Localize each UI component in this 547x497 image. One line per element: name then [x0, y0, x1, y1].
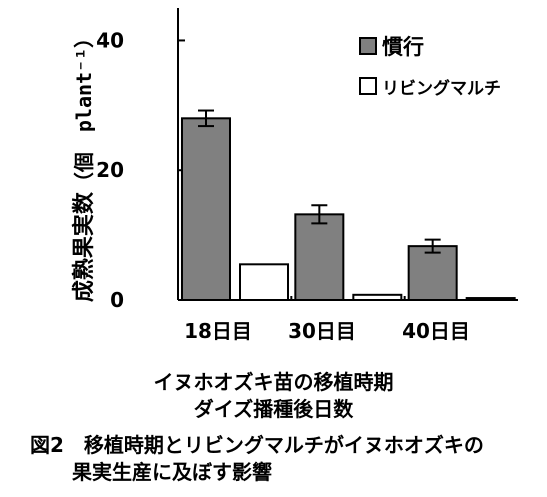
x-axis-subtitle: ダイズ播種後日数: [193, 397, 354, 421]
y-tick-label: 0: [110, 288, 124, 312]
bar-living-mulch: [352, 293, 403, 302]
legend-label: リビングマルチ: [382, 78, 501, 99]
bar-living-mulch: [239, 263, 289, 301]
x-axis-title: イヌホオズキ苗の移植時期: [153, 370, 394, 394]
x-tick-label: 40日目: [402, 319, 470, 343]
x-tick-label: 18日目: [184, 319, 252, 343]
bar-kanko: [181, 117, 231, 301]
x-tick-label: 30日目: [288, 319, 356, 343]
bar-kanko: [294, 213, 345, 301]
y-axis-title: 成熟果実数: [72, 192, 97, 303]
legend-swatch-kanko: [359, 37, 377, 55]
figure-caption-line1: 図2 移植時期とリビングマルチがイヌホオズキの: [30, 433, 484, 457]
chart-bars: [181, 109, 516, 302]
figure-caption-line2: 果実生産に及ぼす影響: [72, 460, 272, 484]
y-tick-label: 40: [96, 28, 124, 52]
y-axis-label: 成熟果実数（個 plant⁻¹）: [64, 0, 100, 330]
bar-kanko: [407, 245, 458, 302]
chart-axes: 0 20 40 18日目 30日目 40日目: [96, 8, 518, 343]
y-tick-label: 20: [96, 158, 124, 182]
y-axis-unit: （個 plant⁻¹）: [72, 27, 96, 193]
bar-living-mulch: [465, 297, 516, 302]
legend-label: 慣行: [381, 35, 424, 59]
legend-swatch-living-mulch: [359, 77, 377, 95]
